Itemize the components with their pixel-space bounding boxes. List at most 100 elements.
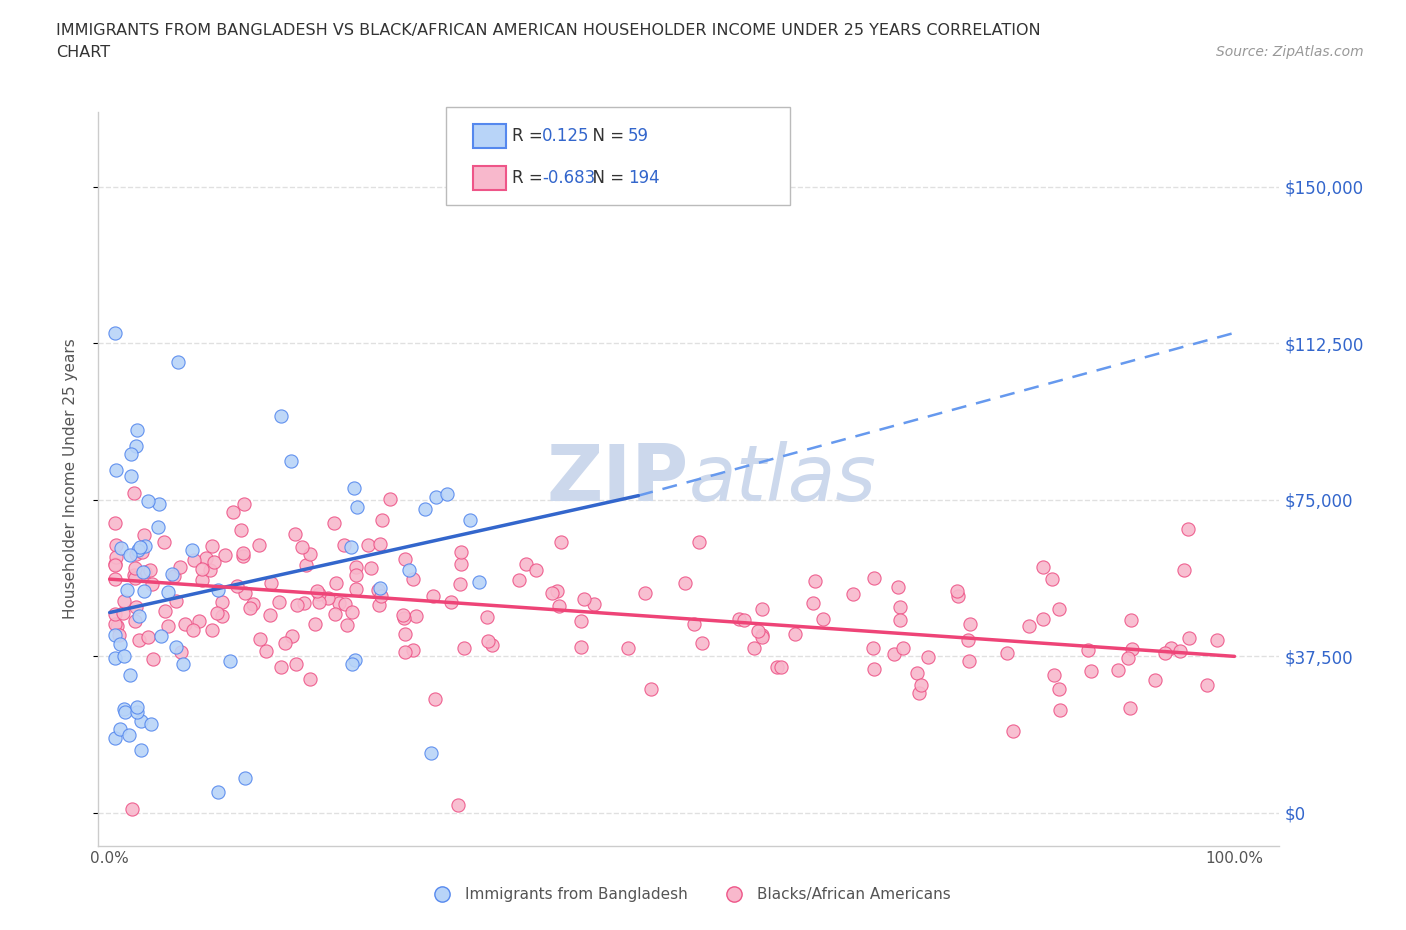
- Point: [419, 745, 441, 760]
- Point: [108, 637, 131, 652]
- Point: [907, 685, 929, 700]
- Point: [1121, 612, 1143, 627]
- Point: [540, 586, 562, 601]
- Point: [1080, 664, 1102, 679]
- Point: [450, 544, 472, 559]
- Point: [323, 607, 346, 622]
- Point: [394, 644, 416, 659]
- Point: [340, 604, 363, 619]
- Text: 59: 59: [628, 126, 650, 145]
- Point: [226, 578, 249, 593]
- Point: [1119, 700, 1142, 715]
- Point: [402, 642, 425, 657]
- Point: [125, 600, 148, 615]
- Point: [134, 583, 156, 598]
- Point: [129, 713, 152, 728]
- Point: [887, 579, 910, 594]
- Point: [211, 609, 233, 624]
- Point: [336, 618, 359, 632]
- Point: [682, 616, 704, 631]
- Point: [308, 587, 330, 602]
- Point: [129, 539, 152, 554]
- Point: [105, 463, 128, 478]
- Point: [222, 505, 245, 520]
- Point: [141, 577, 163, 591]
- Point: [247, 538, 270, 552]
- Text: IMMIGRANTS FROM BANGLADESH VS BLACK/AFRICAN AMERICAN HOUSEHOLDER INCOME UNDER 25: IMMIGRANTS FROM BANGLADESH VS BLACK/AFRI…: [56, 23, 1040, 38]
- Point: [198, 563, 221, 578]
- Point: [190, 562, 212, 577]
- Point: [995, 645, 1018, 660]
- Point: [1047, 682, 1070, 697]
- Point: [233, 771, 256, 786]
- Point: [201, 623, 224, 638]
- Point: [114, 705, 136, 720]
- Point: [862, 571, 884, 586]
- Point: [232, 546, 254, 561]
- Point: [120, 548, 142, 563]
- Point: [270, 659, 292, 674]
- Point: [813, 612, 835, 627]
- Point: [475, 609, 498, 624]
- Point: [905, 666, 928, 681]
- Point: [1077, 642, 1099, 657]
- Point: [134, 538, 156, 553]
- Point: [1168, 644, 1191, 658]
- Point: [114, 594, 136, 609]
- Point: [323, 515, 346, 530]
- Point: [751, 602, 773, 617]
- Point: [394, 627, 416, 642]
- Point: [304, 617, 326, 631]
- Point: [112, 648, 135, 663]
- Point: [136, 494, 159, 509]
- Point: [134, 527, 156, 542]
- Point: [232, 549, 254, 564]
- Point: [1107, 662, 1129, 677]
- Point: [207, 582, 229, 597]
- Point: [1049, 702, 1071, 717]
- Text: CHART: CHART: [56, 45, 110, 60]
- Point: [402, 572, 425, 587]
- Point: [120, 468, 142, 483]
- Point: [335, 596, 357, 611]
- Point: [453, 641, 475, 656]
- Point: [194, 551, 217, 565]
- Point: [112, 701, 135, 716]
- Point: [360, 561, 382, 576]
- Point: [769, 659, 792, 674]
- Point: [291, 539, 314, 554]
- Point: [481, 638, 503, 653]
- Point: [1001, 724, 1024, 738]
- Point: [1040, 571, 1063, 586]
- Point: [917, 649, 939, 664]
- Point: [124, 570, 146, 585]
- Point: [957, 654, 980, 669]
- Point: [157, 618, 180, 633]
- Point: [188, 613, 211, 628]
- Point: [367, 582, 389, 597]
- Point: [124, 614, 146, 629]
- Point: [110, 540, 132, 555]
- Point: [104, 558, 127, 573]
- Point: [149, 629, 172, 644]
- Point: [174, 617, 197, 631]
- Point: [569, 639, 592, 654]
- Point: [398, 563, 420, 578]
- Point: [307, 584, 329, 599]
- Point: [134, 565, 156, 580]
- Point: [640, 681, 662, 696]
- Point: [956, 632, 979, 647]
- Point: [125, 705, 148, 720]
- Point: [202, 555, 225, 570]
- Point: [842, 587, 865, 602]
- Text: atlas: atlas: [689, 441, 877, 517]
- Point: [183, 552, 205, 567]
- Point: [803, 574, 825, 589]
- Point: [477, 633, 499, 648]
- Point: [104, 326, 127, 340]
- Point: [105, 619, 128, 634]
- Point: [1197, 678, 1219, 693]
- Point: [370, 589, 392, 604]
- Point: [122, 485, 145, 500]
- Point: [270, 409, 292, 424]
